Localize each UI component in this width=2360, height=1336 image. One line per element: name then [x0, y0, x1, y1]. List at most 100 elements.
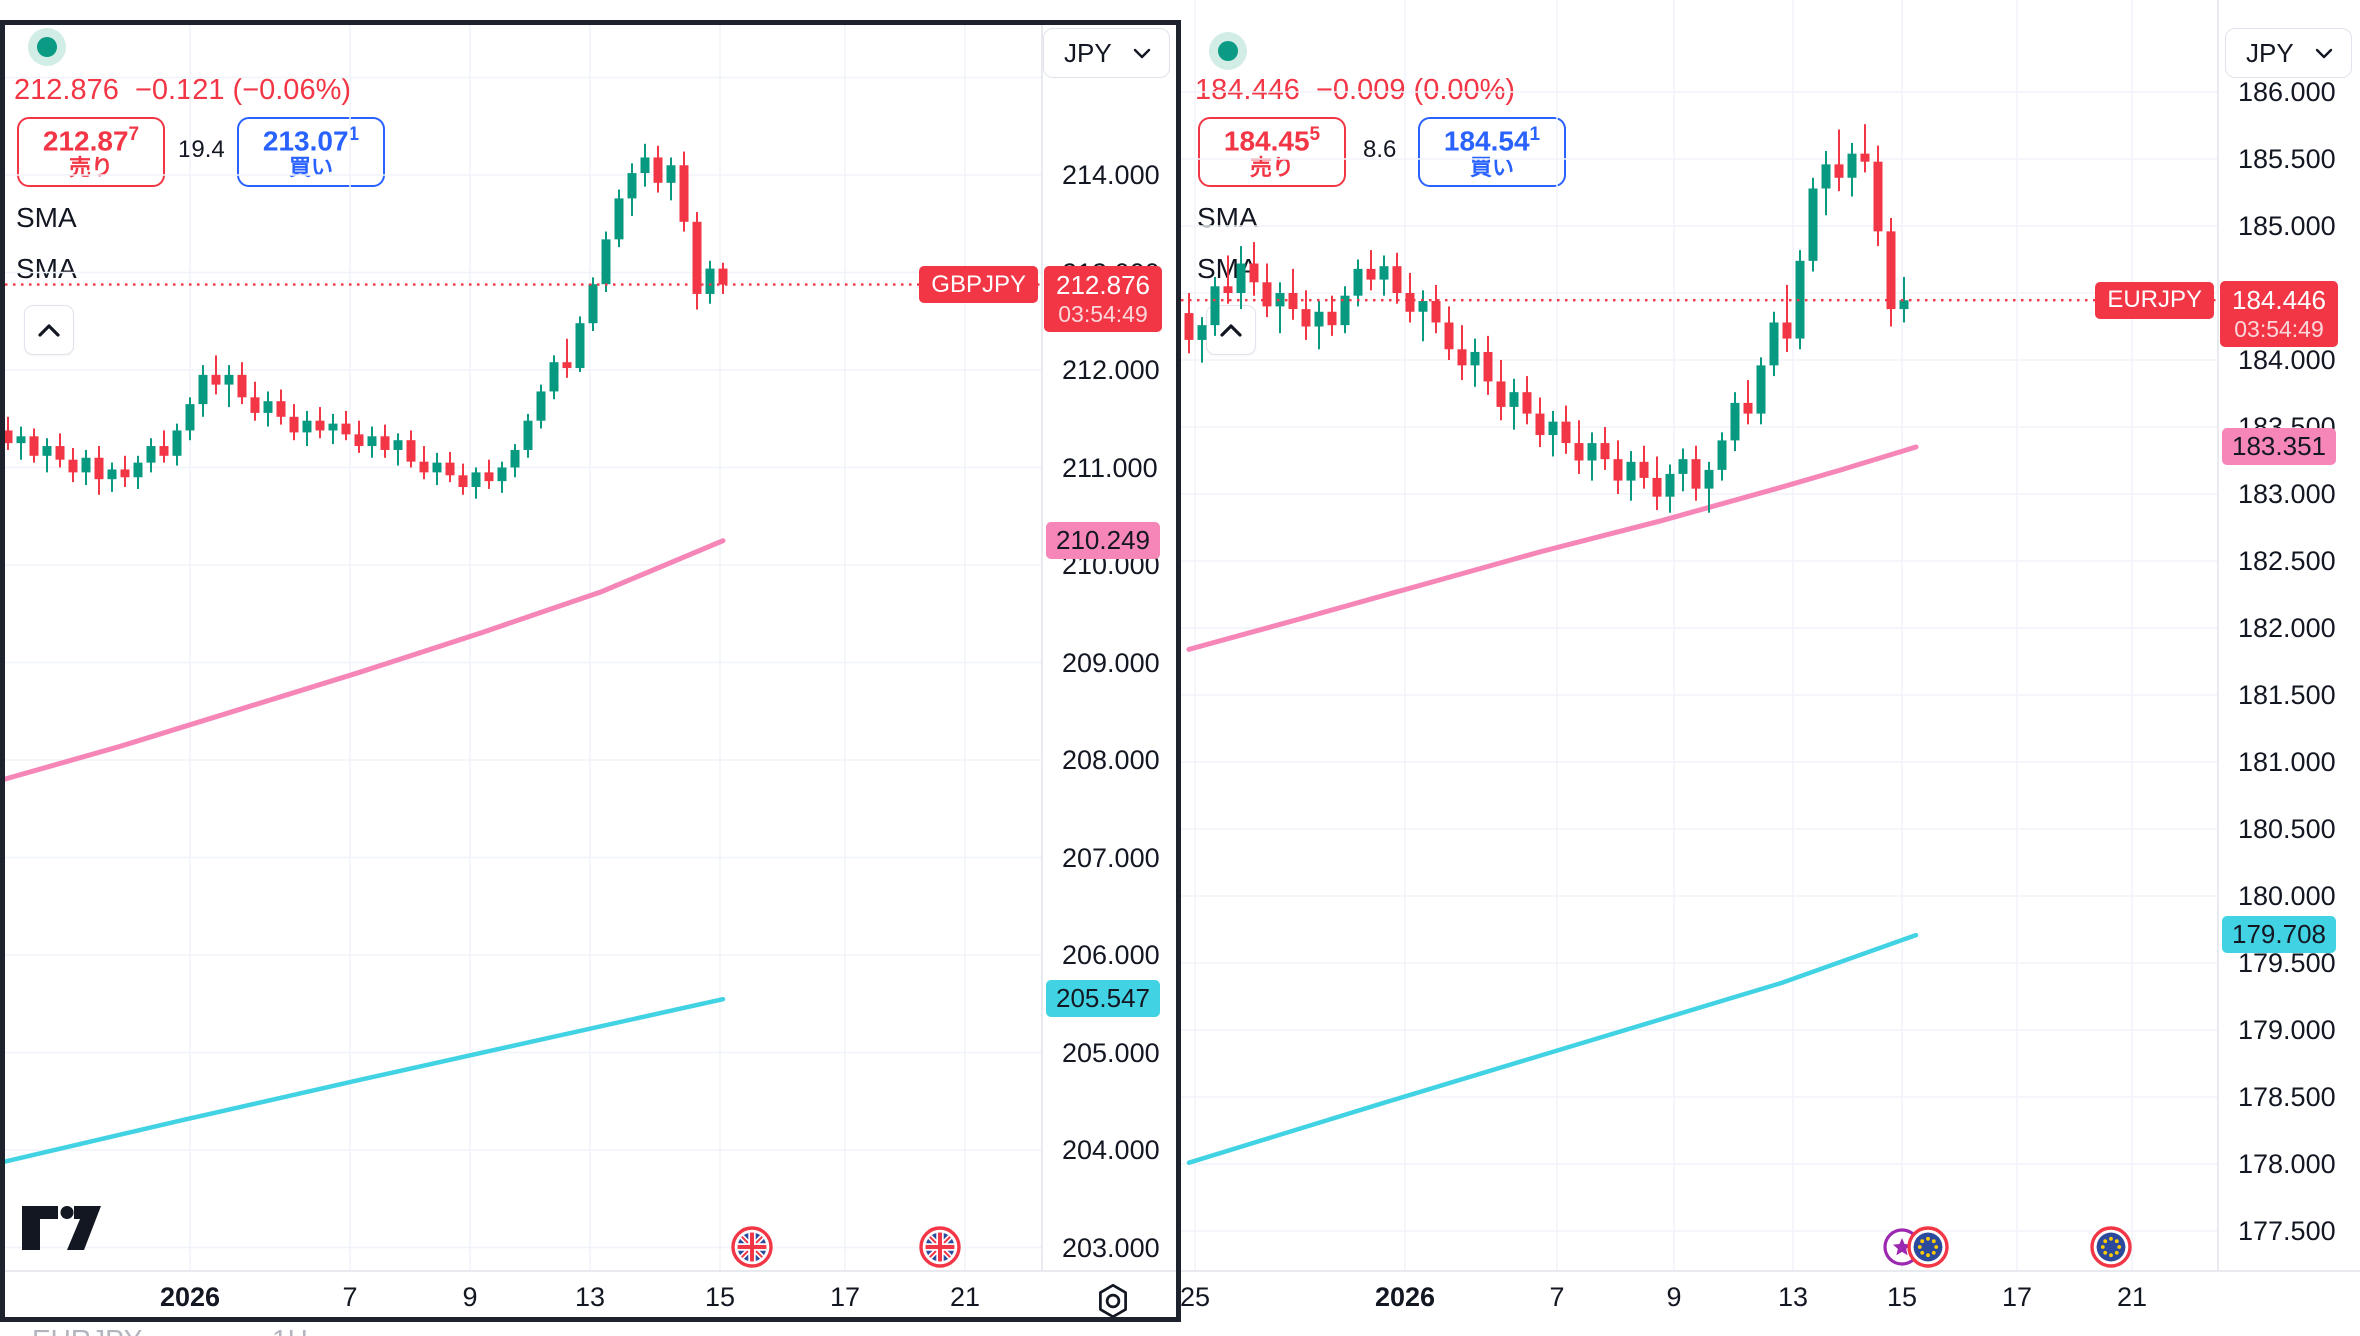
time-tick-label: 13 — [574, 1282, 606, 1312]
price-change-text: −0.121 — [134, 74, 225, 106]
price-tick-label: 211.000 — [1062, 452, 1158, 483]
candle — [55, 433, 65, 468]
candle — [484, 459, 494, 489]
candle — [237, 362, 247, 405]
candle — [1548, 410, 1558, 457]
sma-value-badge-pink: 210.249 — [1046, 521, 1160, 559]
candle — [120, 455, 130, 487]
quote-currency-select[interactable]: JPY — [2225, 28, 2352, 78]
candle — [1288, 268, 1298, 320]
time-tick-label: 15 — [1886, 1282, 1918, 1312]
price-change-pct-text: (−0.06%) — [232, 74, 352, 106]
next-chart-symbol-text: EURJPY — [32, 1324, 142, 1336]
candle — [107, 462, 117, 492]
candle — [1522, 376, 1532, 425]
buy-button[interactable]: 184.541 買い — [1418, 117, 1566, 187]
time-tick-label: 9 — [462, 1282, 478, 1312]
indicator-sma-1[interactable]: SMA — [1197, 202, 1258, 233]
tradingview-logo[interactable] — [22, 1206, 108, 1255]
market-open-dot-icon — [1218, 41, 1238, 61]
candle — [1275, 282, 1285, 334]
buy-label: 買い — [288, 154, 333, 180]
economic-event-marker[interactable] — [730, 1225, 774, 1274]
candle — [1197, 317, 1207, 363]
indicator-sma-2[interactable]: SMA — [16, 253, 77, 284]
symbol-price-header: 212.876 −0.121 (−0.06%) — [14, 74, 351, 107]
last-price-text: 212.876 — [14, 74, 119, 106]
candle — [627, 163, 637, 216]
candle — [471, 467, 481, 499]
economic-event-marker[interactable] — [918, 1225, 962, 1274]
price-tick-label: 214.000 — [1062, 160, 1160, 190]
uk-flag-event-icon — [731, 1226, 773, 1268]
price-tick-label: 206.000 — [1062, 940, 1160, 970]
economic-event-marker[interactable] — [2089, 1225, 2133, 1274]
candle — [1509, 378, 1519, 430]
candle — [653, 145, 663, 193]
candle — [354, 420, 364, 453]
sma-value-badge-teal: 179.708 — [2222, 916, 2336, 954]
market-status-icon — [1209, 32, 1247, 70]
last-price-axis-badge: 212.876 03:54:49 — [1044, 265, 1162, 332]
time-tick-label: 2026 — [1374, 1282, 1436, 1312]
candle — [1678, 448, 1688, 492]
candle — [1301, 290, 1311, 340]
candle — [419, 446, 429, 480]
last-price-value: 212.876 — [1056, 269, 1150, 300]
candle — [328, 413, 338, 445]
candle — [536, 384, 546, 429]
price-tick-label: 203.000 — [1062, 1232, 1160, 1263]
candle — [1587, 432, 1597, 481]
candle — [5, 416, 13, 450]
time-tick-label: 7 — [1549, 1282, 1565, 1312]
candle — [1483, 335, 1493, 395]
candle — [250, 381, 260, 421]
candle — [1236, 246, 1246, 310]
candle — [1743, 380, 1753, 425]
price-tick-label: 178.000 — [2238, 1149, 2336, 1179]
candle — [393, 433, 403, 466]
eu-flag-event-icon — [1907, 1226, 1949, 1268]
candle — [224, 365, 234, 408]
candle — [1860, 124, 1870, 173]
candle — [1652, 456, 1662, 511]
candle — [601, 231, 611, 292]
price-tick-label: 179.000 — [2238, 1015, 2336, 1045]
sma-value-badge-teal: 205.547 — [1046, 980, 1160, 1018]
symbol-price-label: GBPJPY — [919, 266, 1038, 304]
quote-currency-select[interactable]: JPY — [1043, 28, 1170, 78]
candle — [1899, 276, 1909, 323]
candle — [1782, 284, 1792, 352]
price-chart-canvas[interactable] — [0, 0, 1181, 1336]
collapse-panel-button[interactable] — [24, 305, 74, 355]
price-tick-label: 185.000 — [2238, 211, 2336, 241]
price-tick-label: 204.000 — [1062, 1135, 1160, 1165]
sell-button[interactable]: 184.455 売り — [1198, 117, 1346, 187]
candle — [16, 426, 26, 460]
candle — [1340, 286, 1350, 334]
candle — [640, 143, 650, 187]
price-tick-label: 183.000 — [2238, 479, 2336, 509]
price-tick-label: 180.000 — [2238, 881, 2336, 911]
chart-panel-gbpjpy: 212.876 −0.121 (−0.06%) 212.877 売り 19.4 … — [0, 0, 1181, 1336]
time-scale[interactable] — [1181, 1271, 2218, 1331]
candle — [380, 424, 390, 458]
sma-line-pink — [5, 538, 726, 782]
time-scale[interactable] — [0, 1271, 1042, 1331]
indicator-sma-1[interactable]: SMA — [16, 202, 77, 233]
next-chart-interval-text: 1H — [272, 1324, 308, 1336]
economic-event-marker[interactable] — [1906, 1225, 1950, 1274]
candle — [81, 449, 91, 486]
price-tick-label: 207.000 — [1062, 842, 1160, 873]
price-chart-canvas[interactable] — [1181, 0, 2360, 1336]
price-scale-settings-gear-icon[interactable] — [1092, 1280, 1134, 1327]
last-price-text: 184.446 — [1195, 74, 1300, 106]
price-tick-label: 178.500 — [2238, 1082, 2336, 1112]
countdown-timer: 03:54:49 — [2234, 316, 2324, 343]
candle — [211, 355, 221, 395]
candle — [1626, 451, 1636, 501]
candle — [1613, 440, 1623, 494]
candle — [497, 461, 507, 493]
candle — [692, 212, 702, 310]
price-tick-label: 181.500 — [2238, 680, 2336, 710]
